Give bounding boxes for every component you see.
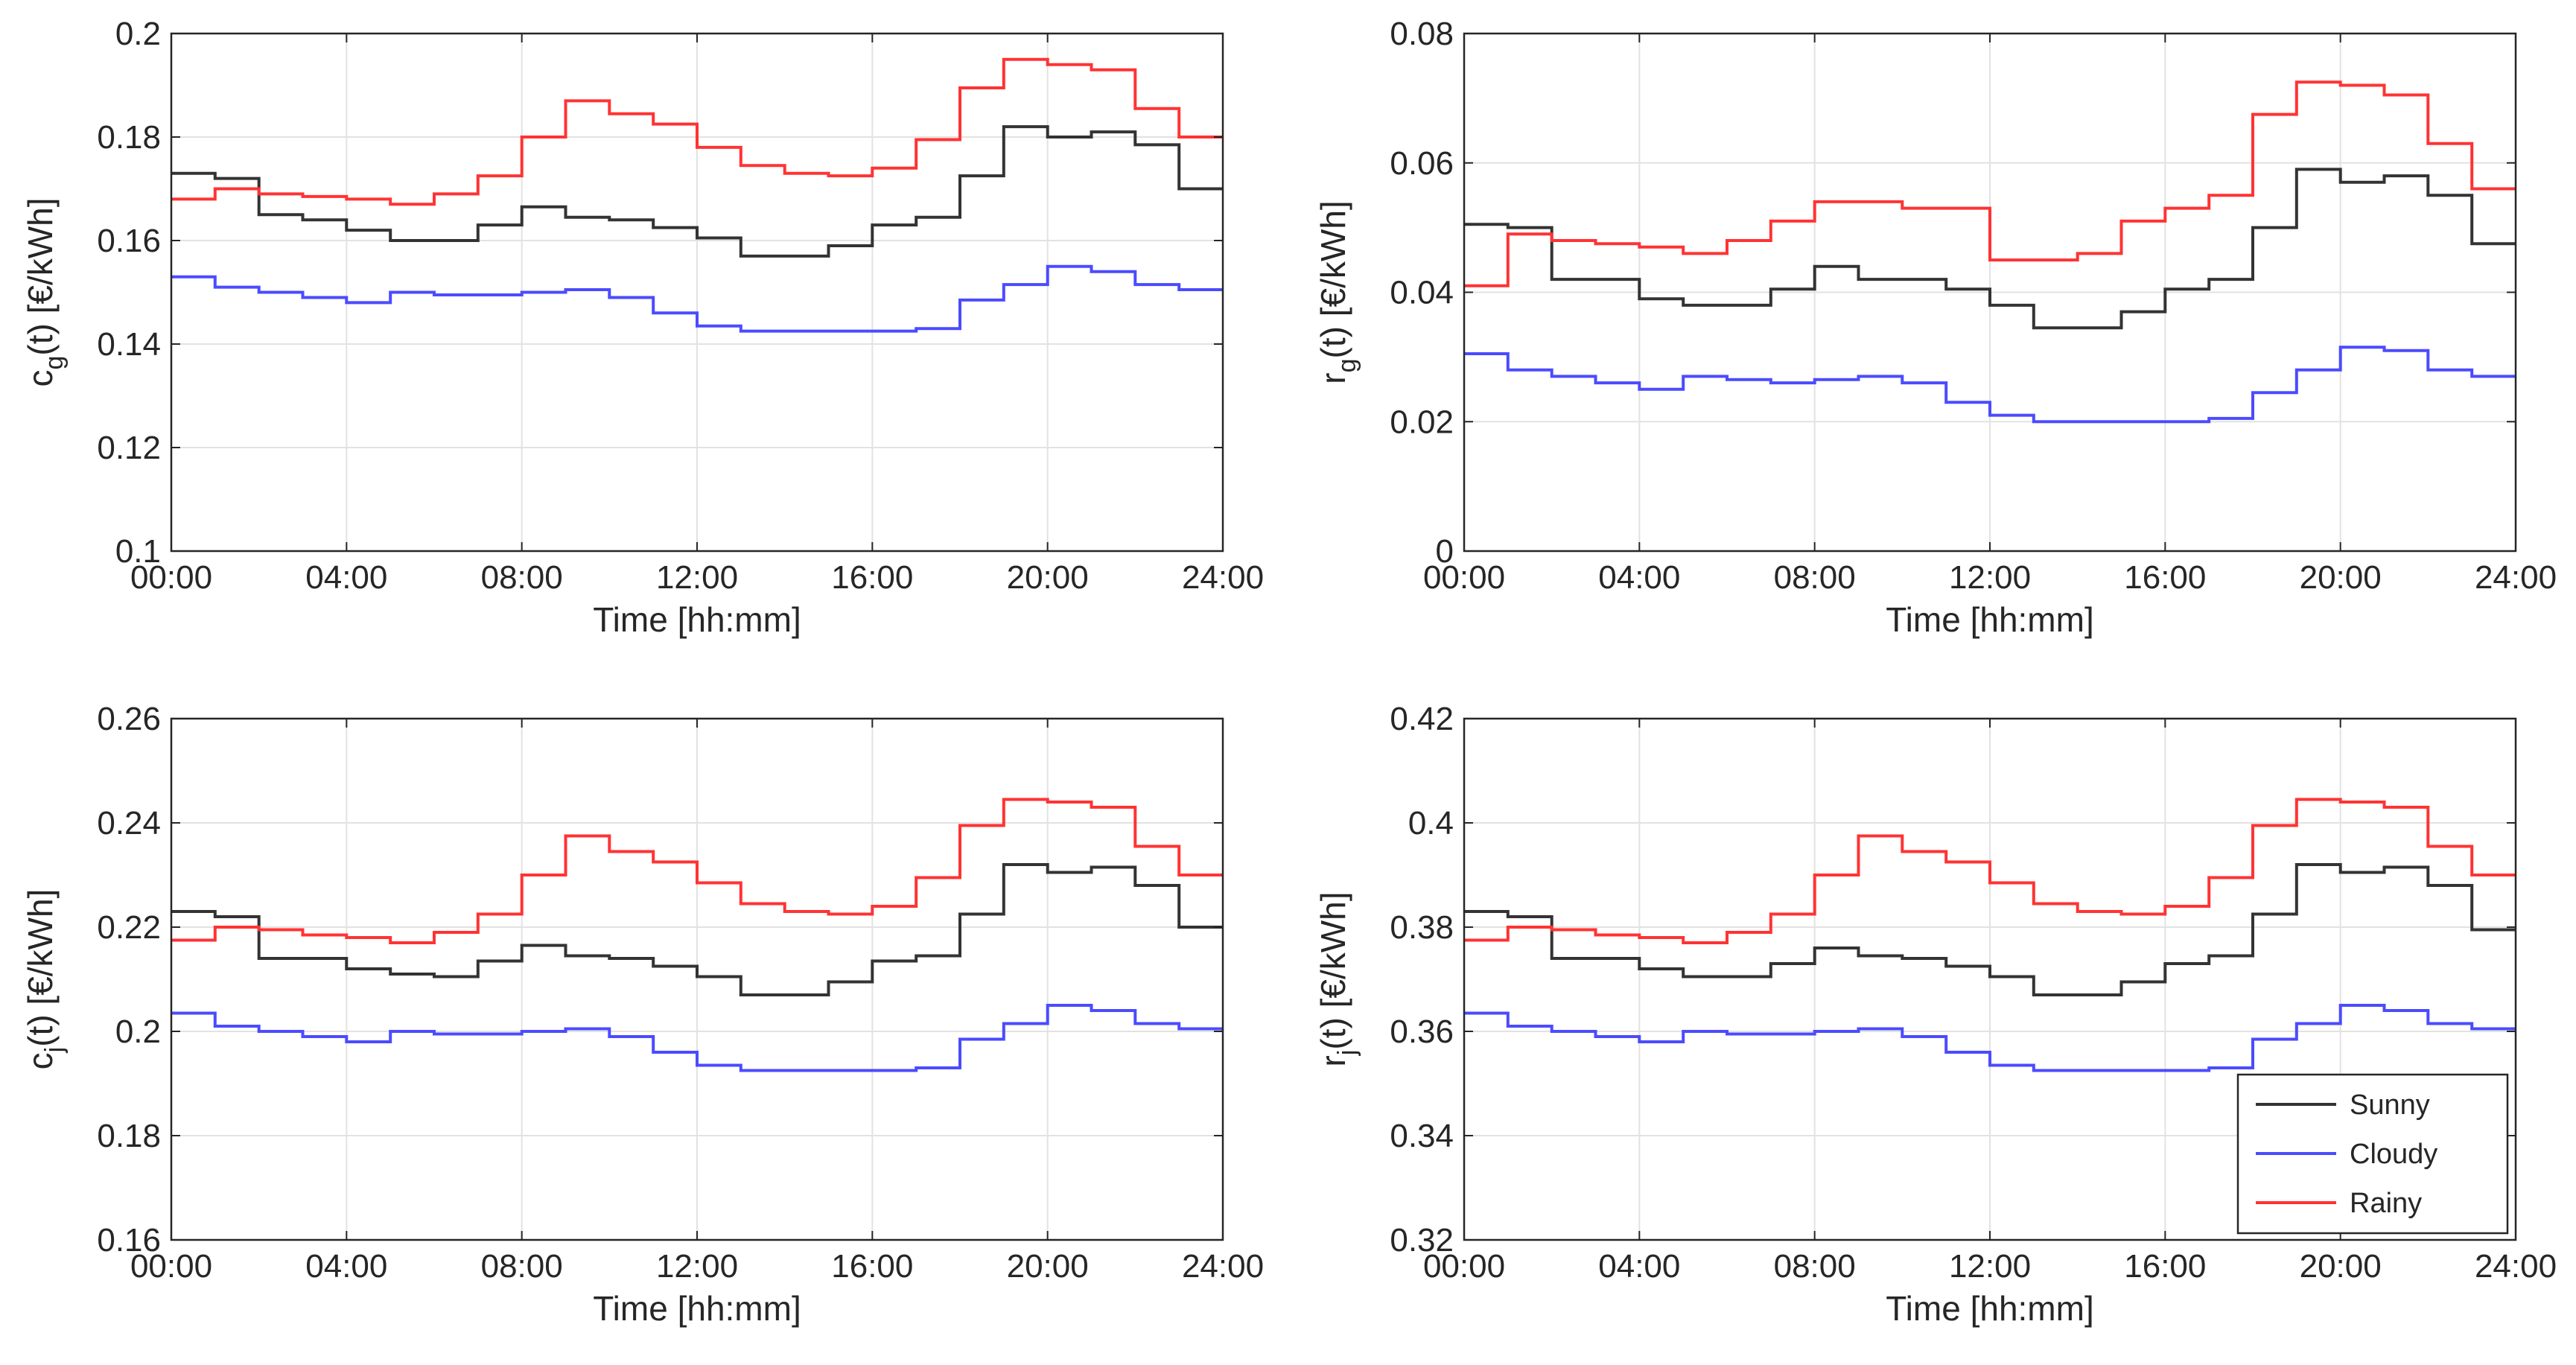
x-tick-label: 24:00 [1182,1248,1264,1285]
series-line-cloudy [171,264,1223,333]
chart-cj: 00:00 04:00 08:00 12:00 16:00 20:00 24:00 0.16 0… [21,701,1264,1328]
x-tick-label: 24:00 [2475,1248,2557,1285]
legend-label-rainy: Rainy [2350,1188,2422,1219]
legend-label-sunny: Sunny [2350,1089,2430,1121]
x-tick-label: 16:00 [2124,1248,2206,1285]
x-tick-label: 04:00 [1598,559,1680,596]
y-tick-label: 0.2 [115,1014,161,1050]
y-tick-label: 0.4 [1408,805,1454,841]
x-tick-label: 24:00 [1182,559,1264,596]
y-axis-label: rj(t) [€/kWh] [1314,891,1361,1066]
y-tick-label: 0.38 [1390,909,1454,946]
series-line-rainy [1464,798,2516,944]
y-tick-label: 0.18 [97,119,161,156]
x-tick-label: 20:00 [1007,559,1089,596]
legend-label-cloudy: Cloudy [2350,1139,2437,1170]
y-tick-label: 0 [1436,533,1454,570]
series-line-cloudy [1464,346,2516,424]
x-axis-label: Time [hh:mm] [593,600,801,639]
y-axis-label: rg(t) [€/kWh] [1314,200,1361,384]
y-tick-label: 0.18 [97,1118,161,1154]
x-tick-label: 12:00 [1949,559,2031,596]
x-tick-label: 08:00 [481,559,563,596]
x-tick-label: 12:00 [656,1248,738,1285]
x-tick-label: 08:00 [1774,559,1856,596]
x-tick-label: 16:00 [2124,559,2206,596]
y-tick-label: 0.1 [115,533,161,570]
y-tick-label: 0.06 [1390,145,1454,182]
x-tick-label: 00:00 [130,1248,212,1285]
x-tick-label: 00:00 [130,559,212,596]
x-axis-label: Time [hh:mm] [1886,600,2093,639]
y-tick-label: 0.08 [1390,16,1454,52]
y-tick-label: 0.42 [1390,701,1454,737]
legend: Sunny Cloudy Rainy [2236,1073,2509,1235]
x-tick-label: 16:00 [831,1248,913,1285]
y-axis-label: cj(t) [€/kWh] [21,889,69,1070]
y-tick-label: 0.36 [1390,1014,1454,1050]
y-tick-label: 0.24 [97,805,161,841]
x-tick-label: 20:00 [2300,559,2382,596]
y-tick-label: 0.22 [97,909,161,946]
y-tick-label: 0.2 [115,16,161,52]
y-tick-label: 0.12 [97,430,161,466]
x-tick-label: 16:00 [831,559,913,596]
series-line-rainy [171,798,1223,944]
x-tick-label: 20:00 [2300,1248,2382,1285]
y-tick-label: 0.32 [1390,1222,1454,1259]
series-line-sunny [1464,168,2516,330]
series-line-sunny [171,125,1223,258]
x-axis-label: Time [hh:mm] [593,1289,801,1328]
series-line-cloudy [1464,1004,2516,1072]
x-tick-label: 20:00 [1007,1248,1089,1285]
x-axis-label: Time [hh:mm] [1886,1289,2093,1328]
y-tick-label: 0.04 [1390,275,1454,311]
chart-cg: 00:00 04:00 08:00 12:00 16:00 20:00 24:00 0.1 0.… [21,16,1264,639]
y-tick-label: 0.26 [97,701,161,737]
x-tick-label: 24:00 [2475,559,2557,596]
y-tick-label: 0.34 [1390,1118,1454,1154]
y-tick-label: 0.02 [1390,404,1454,440]
series-line-sunny [171,863,1223,996]
chart-rj: 00:00 04:00 08:00 12:00 16:00 20:00 24:00 0.32 0… [1314,701,2557,1328]
y-axis-label: cg(t) [€/kWh] [21,197,69,386]
x-tick-label: 04:00 [305,1248,387,1285]
y-tick-label: 0.16 [97,223,161,259]
x-tick-label: 12:00 [656,559,738,596]
series-line-rainy [1464,80,2516,287]
x-tick-label: 12:00 [1949,1248,2031,1285]
y-tick-label: 0.16 [97,1222,161,1259]
series-line-rainy [171,57,1223,206]
x-tick-label: 08:00 [1774,1248,1856,1285]
series-line-sunny [1464,863,2516,996]
x-tick-label: 08:00 [481,1248,563,1285]
y-tick-label: 0.14 [97,326,161,363]
series-line-cloudy [171,1004,1223,1072]
x-tick-label: 04:00 [305,559,387,596]
x-tick-label: 00:00 [1423,559,1505,596]
x-tick-label: 04:00 [1598,1248,1680,1285]
x-tick-label: 00:00 [1423,1248,1505,1285]
chart-rg: 00:00 04:00 08:00 12:00 16:00 20:00 24:00 0 0.02… [1314,16,2557,639]
